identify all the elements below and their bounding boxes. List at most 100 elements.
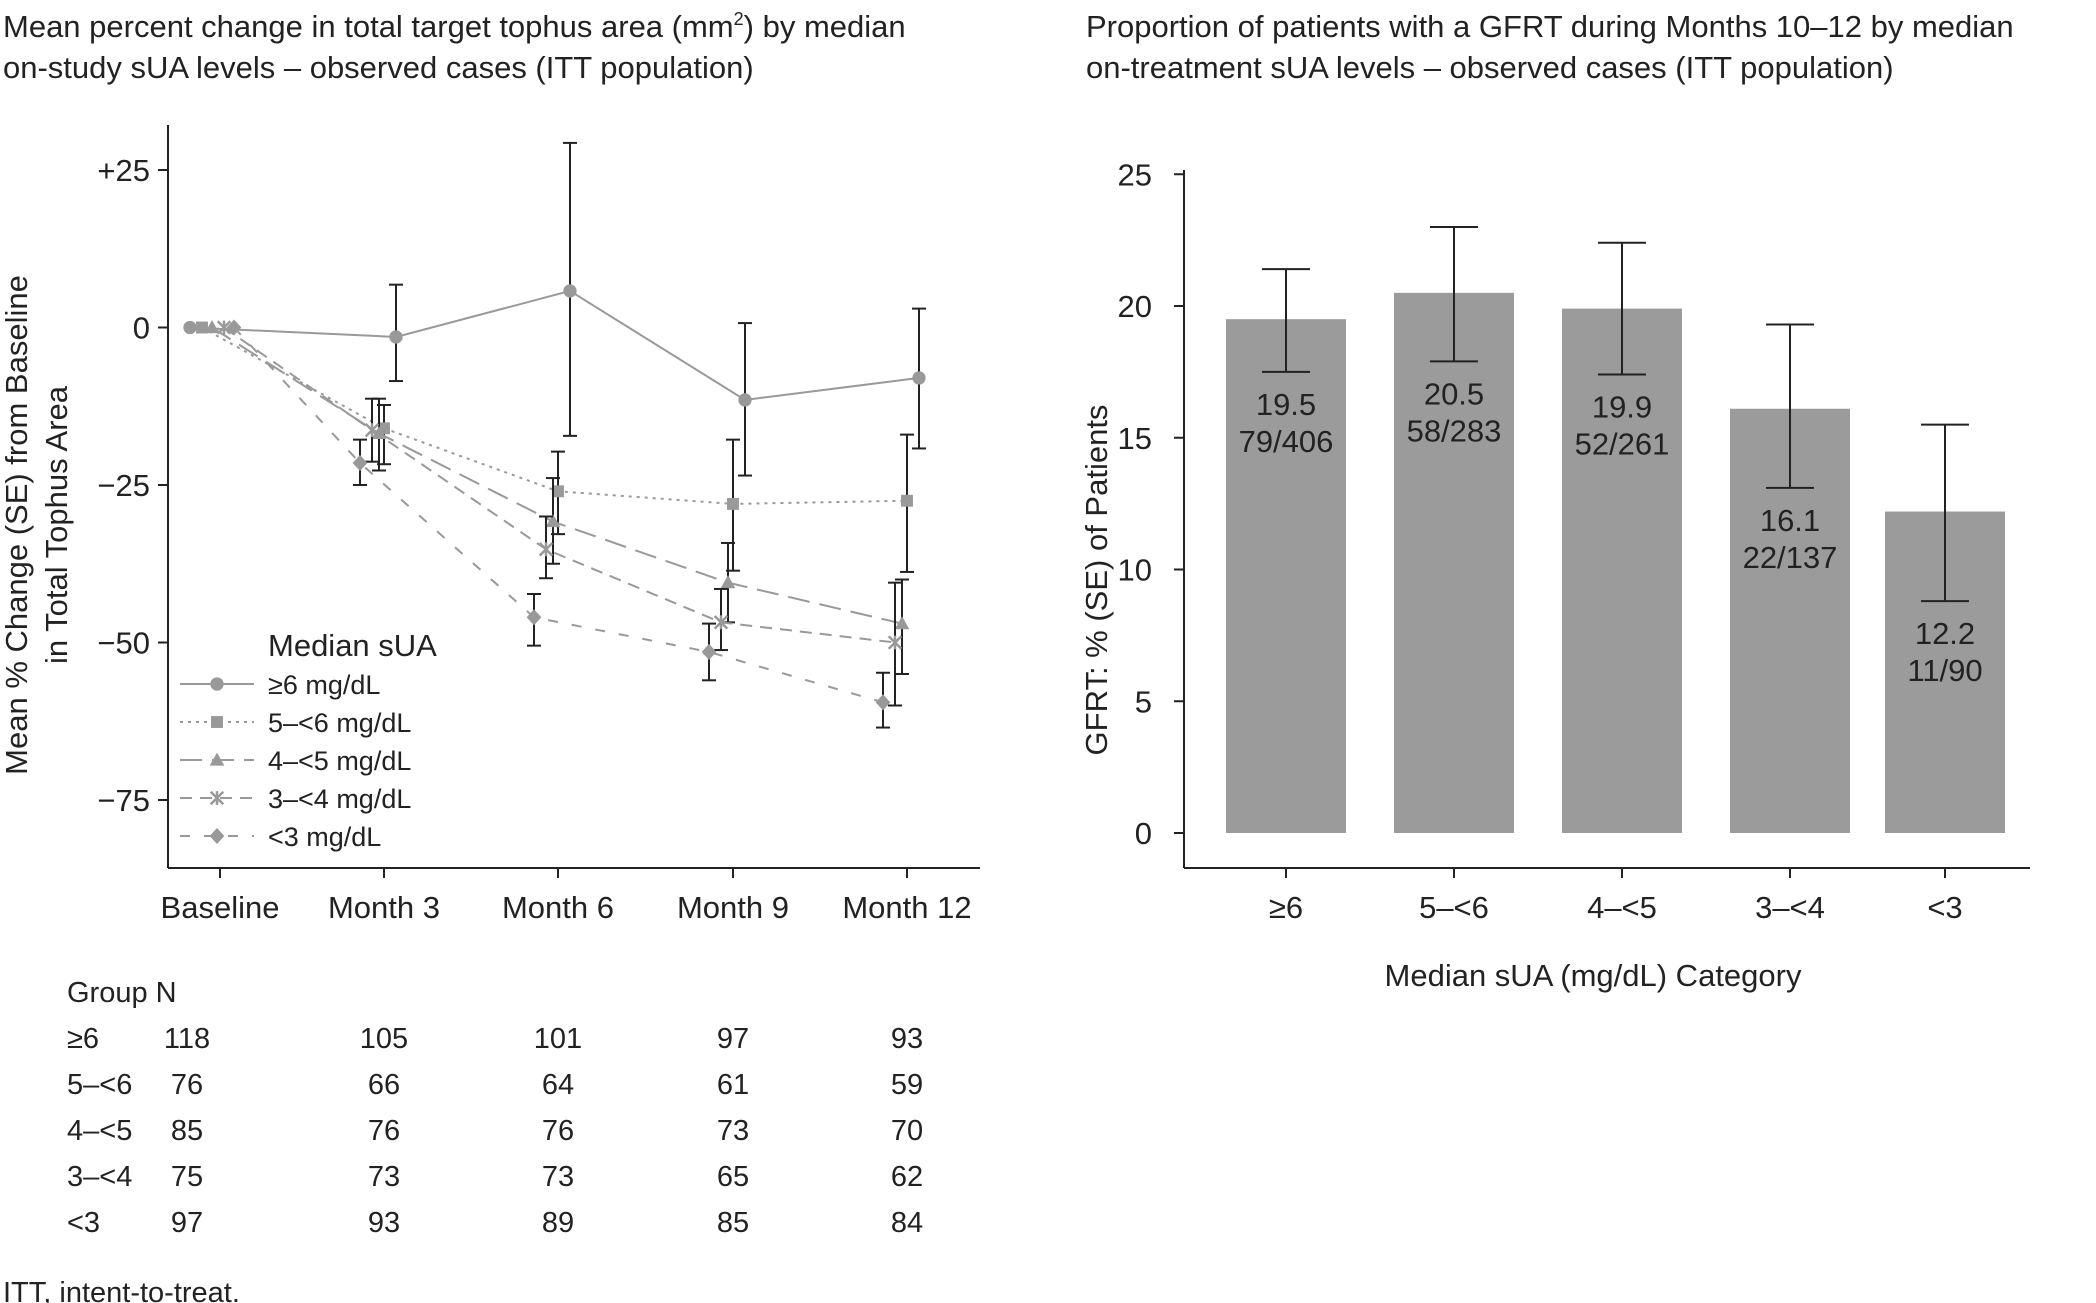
table-cell: 76	[368, 1115, 400, 1147]
legend-label: ≥6 mg/dL	[268, 670, 380, 700]
right-x-tick-label: 5–<6	[1419, 890, 1489, 925]
right-y-tick-label: 20	[1118, 289, 1152, 324]
line-series	[183, 141, 926, 729]
line-chart: Mean % Change (SE) from Baseline in Tota…	[0, 125, 980, 925]
legend-label: <3 mg/dL	[268, 822, 381, 852]
bar-chart: GFRT: % (SE) of Patients Median sUA (mg/…	[1079, 157, 2030, 993]
table-cell: 118	[164, 1023, 210, 1055]
data-point	[204, 320, 220, 334]
table-cell: 84	[891, 1207, 923, 1239]
table-cell: 76	[171, 1069, 203, 1101]
right-chart-title-line2: on-treatment sUA levels – observed cases…	[1086, 50, 1894, 85]
data-point	[727, 497, 739, 510]
bar-value-label: 19.9	[1592, 390, 1652, 425]
table-cell: 101	[534, 1023, 582, 1055]
table-group-label: 3–<4	[67, 1161, 132, 1193]
bar	[1394, 292, 1514, 833]
data-point	[196, 321, 208, 334]
right-chart-title: Proportion of patients with a GFRT durin…	[1086, 9, 2014, 44]
legend-label: 5–<6 mg/dL	[268, 708, 411, 738]
right-x-tick-label: ≥6	[1269, 890, 1303, 925]
left-y-tick-label: 0	[133, 311, 150, 346]
bar	[1562, 308, 1682, 833]
bar-value-label: 20.5	[1424, 376, 1484, 411]
table-group-label: 5–<6	[67, 1069, 132, 1101]
table-header: Group N	[67, 977, 177, 1009]
series-circle	[183, 141, 926, 477]
table-cell: 97	[717, 1023, 749, 1055]
left-y-ticks: +25 0 −25 −50 −75	[97, 153, 168, 818]
data-point	[901, 494, 913, 507]
bar-value-label: 16.1	[1760, 503, 1820, 538]
legend-label: 3–<4 mg/dL	[268, 784, 411, 814]
legend-marker	[209, 752, 225, 766]
series-square	[196, 321, 914, 573]
data-point	[701, 643, 717, 660]
data-point	[538, 542, 554, 557]
left-y-axis-label-line2: in Total Tophus Area	[39, 385, 74, 664]
series-diamond	[226, 319, 891, 729]
table-cell: 75	[171, 1161, 203, 1193]
series-star	[216, 320, 903, 707]
left-y-tick-label: +25	[97, 153, 150, 188]
bar-count-label: 79/406	[1239, 424, 1334, 459]
table-cell: 97	[171, 1207, 203, 1239]
data-point	[738, 393, 752, 407]
table-cell: 64	[542, 1069, 574, 1101]
data-point	[526, 609, 542, 626]
right-y-tick-label: 10	[1118, 553, 1152, 588]
legend-marker	[211, 716, 223, 728]
table-cell: 89	[542, 1207, 574, 1239]
table-cell: 73	[717, 1115, 749, 1147]
bar	[1226, 319, 1346, 833]
right-y-tick-label: 15	[1118, 421, 1152, 456]
left-chart-title-line2: on-study sUA levels – observed cases (IT…	[3, 50, 754, 85]
table-cell: 93	[891, 1023, 923, 1055]
left-y-axis-label: Mean % Change (SE) from Baseline	[0, 275, 34, 775]
right-y-ticks: 0 5 10 15 20 25	[1118, 157, 1184, 851]
series-line	[223, 326, 896, 644]
footnote: ITT, intent-to-treat.	[3, 1277, 240, 1303]
left-x-tick-label: Baseline	[161, 890, 280, 925]
bars: 19.579/406 ≥6 20.558/283 5–<6 19.952/261 4–<5…	[1226, 225, 2005, 925]
right-x-tick-label: <3	[1927, 890, 1962, 925]
right-x-tick-label: 4–<5	[1587, 890, 1657, 925]
bar-count-label: 52/261	[1575, 427, 1670, 462]
right-y-tick-label: 0	[1135, 816, 1152, 851]
left-x-tick-label: Month 9	[677, 890, 789, 925]
bar-count-label: 22/137	[1743, 540, 1838, 575]
bar-count-label: 11/90	[1907, 653, 1982, 688]
data-point	[183, 320, 197, 335]
data-point	[894, 616, 910, 630]
data-point	[216, 320, 232, 335]
legend-marker	[209, 790, 225, 806]
right-y-tick-label: 5	[1135, 684, 1152, 719]
data-point	[378, 422, 390, 435]
left-y-tick-label: −75	[97, 783, 150, 818]
data-point	[713, 615, 729, 630]
legend-marker	[210, 677, 224, 691]
bar-value-label: 12.2	[1915, 616, 1975, 651]
data-point	[875, 694, 891, 711]
left-chart-title: Mean percent change in total target toph…	[3, 9, 906, 44]
table-cell: 70	[891, 1115, 923, 1147]
table-cell: 61	[717, 1069, 749, 1101]
right-y-tick-label: 25	[1118, 157, 1152, 192]
data-point	[352, 454, 368, 471]
table-cell: 73	[368, 1161, 400, 1193]
table-group-label: ≥6	[67, 1023, 99, 1055]
table-cell: 62	[891, 1161, 923, 1193]
data-point	[720, 575, 736, 589]
table-cell: 59	[891, 1069, 923, 1101]
left-x-tick-label: Month 3	[328, 890, 440, 925]
left-y-tick-label: −25	[97, 468, 150, 503]
right-x-tick-label: 3–<4	[1755, 890, 1825, 925]
data-point	[912, 371, 926, 385]
left-y-tick-label: −50	[97, 626, 150, 661]
table-cell: 65	[717, 1161, 749, 1193]
left-x-tick-label: Month 12	[842, 890, 971, 925]
right-x-axis-label: Median sUA (mg/dL) Category	[1385, 958, 1802, 993]
right-y-axis-label: GFRT: % (SE) of Patients	[1079, 405, 1114, 756]
data-point	[563, 284, 577, 298]
